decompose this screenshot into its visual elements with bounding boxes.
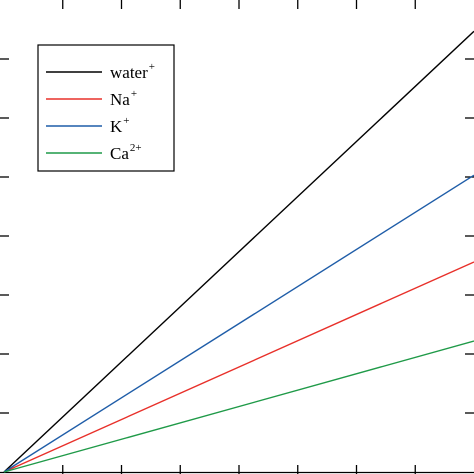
legend: water +Na +K +Ca 2+ — [37, 44, 175, 172]
series-line-water — [3, 30, 474, 473]
legend-label-charge-ca: 2+ — [130, 142, 142, 154]
legend-label-charge-k: + — [123, 115, 129, 127]
series-line-na — [3, 261, 474, 473]
legend-label-charge-water: + — [149, 61, 155, 73]
series-line-ca — [3, 340, 474, 473]
legend-label-water: water — [110, 63, 148, 82]
legend-label-na: Na — [110, 90, 130, 109]
legend-label-ca: Ca — [110, 144, 129, 163]
legend-label-k: K — [110, 117, 123, 136]
series-lines — [3, 30, 474, 473]
series-line-k — [3, 174, 474, 473]
legend-label-charge-na: + — [131, 88, 137, 100]
legend-box — [37, 44, 175, 172]
